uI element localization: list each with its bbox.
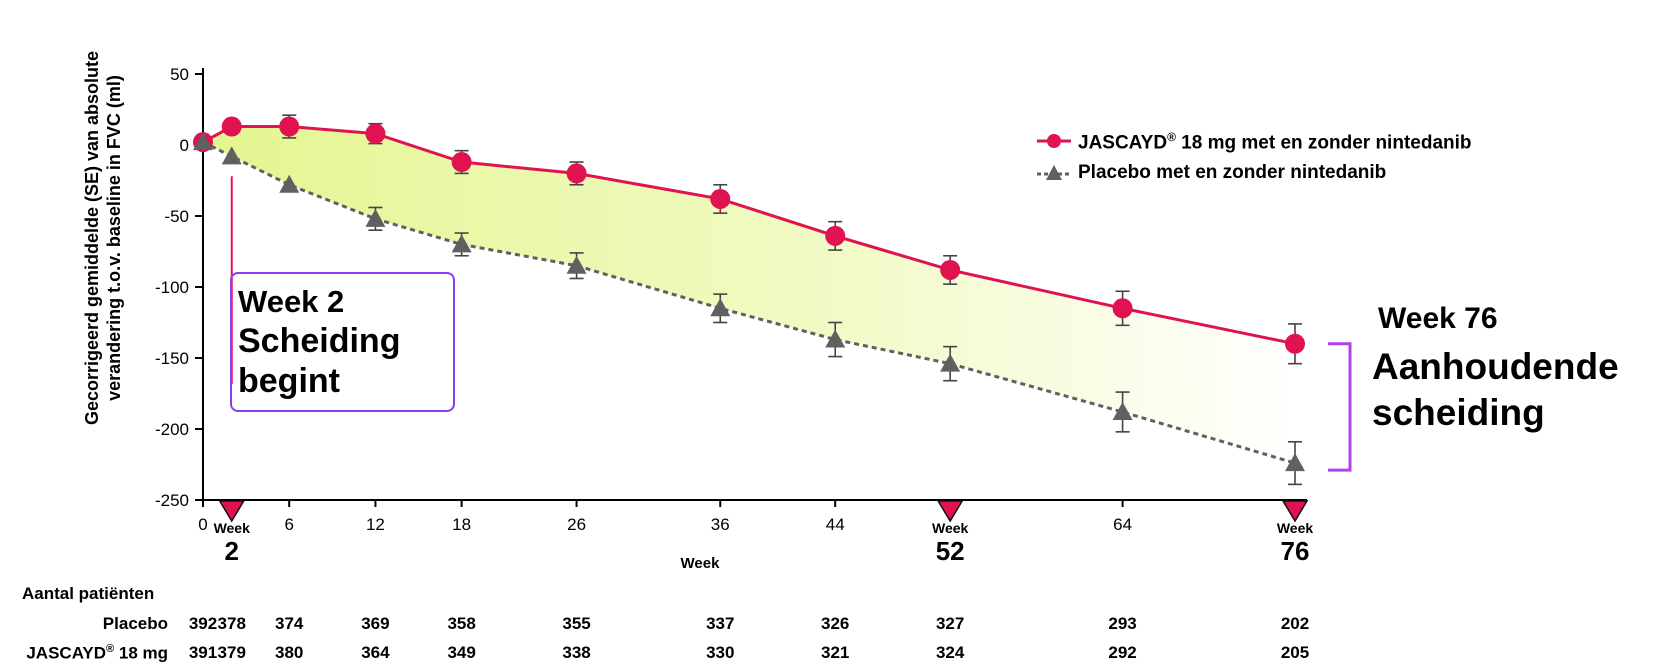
- patients-cell: 349: [447, 643, 476, 662]
- week2-annotation-line1: Week 2: [238, 284, 345, 319]
- week-marker-value: 52: [936, 536, 965, 566]
- x-tick-label: 6: [284, 515, 293, 534]
- y-tick-label: 0: [180, 136, 189, 155]
- data-point-jascayd: [279, 116, 300, 137]
- patients-cell: 321: [821, 643, 850, 662]
- series-line-placebo: [202, 140, 1296, 465]
- week2-annotation-box: Week 2 Scheiding begint: [230, 272, 455, 412]
- patients-cell: 327: [935, 614, 965, 633]
- data-point-jascayd: [221, 116, 242, 137]
- legend-label-placebo: Placebo met en zonder nintedanib: [1078, 162, 1387, 183]
- week76-annotation-line2: Aanhoudende: [1372, 346, 1619, 387]
- y-axis-label-line2: verandering t.o.v. baseline in FVC (ml): [104, 75, 124, 401]
- x-tick-label: 18: [452, 515, 471, 534]
- patients-table-title: Aantal patiënten: [22, 584, 155, 603]
- data-point-placebo: [1285, 453, 1305, 472]
- legend-sup: ®: [1167, 130, 1176, 144]
- legend-label-jascayd: JASCAYD® 18 mg met en zonder nintedanib: [1078, 130, 1472, 154]
- x-tick-label: 44: [826, 515, 845, 534]
- data-point-placebo: [279, 174, 300, 193]
- patients-cell: 330: [706, 643, 735, 662]
- patients-cell: 358: [447, 614, 476, 633]
- data-point-jascayd: [365, 123, 386, 144]
- y-tick-label: -250: [155, 491, 189, 510]
- data-point-jascayd: [566, 163, 587, 184]
- y-tick-label: -50: [164, 207, 189, 226]
- data-point-jascayd: [940, 259, 961, 280]
- patients-cell: 202: [1280, 614, 1310, 633]
- data-point-placebo: [825, 329, 846, 348]
- data-point-placebo: [193, 132, 213, 151]
- data-point-placebo: [451, 234, 472, 253]
- legend-swatch-jascayd: [1037, 134, 1071, 148]
- patients-cell: 380: [275, 643, 304, 662]
- week-marker-label: Week: [932, 520, 969, 536]
- y-tick-label: 50: [170, 65, 189, 84]
- week76-annotation-line1: Week 76: [1378, 302, 1498, 335]
- patients-row-label-jascayd: JASCAYD® 18 mg: [26, 643, 168, 664]
- week-marker-icon: [936, 500, 964, 523]
- patients-cell: 292: [1108, 643, 1137, 662]
- data-point-placebo: [710, 298, 731, 317]
- patients-cell: 369: [361, 614, 390, 633]
- patients-cell: 326: [821, 614, 850, 633]
- patients-cell: 205: [1280, 643, 1310, 662]
- patients-cell: 355: [562, 614, 591, 633]
- week76-annotation-line3: scheiding: [1372, 392, 1545, 433]
- patients-cell: 338: [562, 643, 591, 662]
- patients-row-label-rest: 18 mg: [114, 643, 168, 663]
- data-point-placebo: [365, 208, 386, 227]
- week2-annotation-line2: Scheiding: [238, 322, 401, 360]
- y-tick-label: -100: [155, 278, 189, 297]
- week76-bracket: [1328, 342, 1352, 472]
- patients-cell: 379: [217, 643, 246, 662]
- week-marker-value: 2: [225, 536, 239, 566]
- data-point-placebo: [566, 255, 587, 274]
- data-point-jascayd: [825, 225, 846, 246]
- week-marker-value: 76: [1281, 536, 1310, 566]
- x-tick-label: 64: [1113, 515, 1132, 534]
- y-tick-label: -150: [155, 349, 189, 368]
- patients-row-label-placebo: Placebo: [102, 614, 168, 633]
- y-tick-label: -200: [155, 420, 189, 439]
- week-marker-icon: [1281, 500, 1309, 523]
- legend-swatch-placebo: [1037, 165, 1071, 180]
- patients-cell: 374: [275, 614, 304, 633]
- patients-cell: 391: [188, 643, 218, 662]
- data-point-jascayd: [1285, 333, 1305, 354]
- patients-cell: 364: [361, 643, 390, 662]
- patients-cell: 378: [217, 614, 246, 633]
- legend-rest: 18 mg met en zonder nintedanib: [1175, 132, 1472, 154]
- x-tick-label: 0: [198, 515, 207, 534]
- patients-row-label-brand: JASCAYD: [26, 643, 107, 663]
- patients-cell: 324: [935, 643, 965, 662]
- legend-brand: JASCAYD: [1078, 132, 1168, 154]
- x-tick-label: 26: [567, 515, 586, 534]
- patients-row-label-sup: ®: [106, 643, 115, 655]
- week2-annotation-line3: begint: [238, 362, 340, 400]
- patients-cell: 337: [706, 614, 735, 633]
- area-between-series: [203, 126, 1295, 464]
- week-marker-label: Week: [1277, 520, 1314, 536]
- patients-cell: 293: [1108, 614, 1137, 633]
- data-point-placebo: [940, 353, 961, 372]
- data-point-jascayd: [451, 152, 472, 173]
- x-tick-label: 12: [366, 515, 385, 534]
- week-marker-icon: [218, 500, 246, 523]
- x-axis-title: Week: [680, 555, 720, 572]
- data-point-jascayd: [1112, 298, 1133, 319]
- week-marker-label: Week: [214, 520, 251, 536]
- data-point-placebo: [221, 146, 242, 165]
- data-point-jascayd: [710, 188, 731, 209]
- data-point-placebo: [1112, 401, 1133, 420]
- patients-cell: 392: [188, 614, 218, 633]
- x-tick-label: 36: [711, 515, 730, 534]
- y-axis-label-line1: Gecorrigeerd gemiddelde (SE) van absolut…: [82, 50, 102, 426]
- y-axis-label: Gecorrigeerd gemiddelde (SE) van absolut…: [81, 51, 125, 425]
